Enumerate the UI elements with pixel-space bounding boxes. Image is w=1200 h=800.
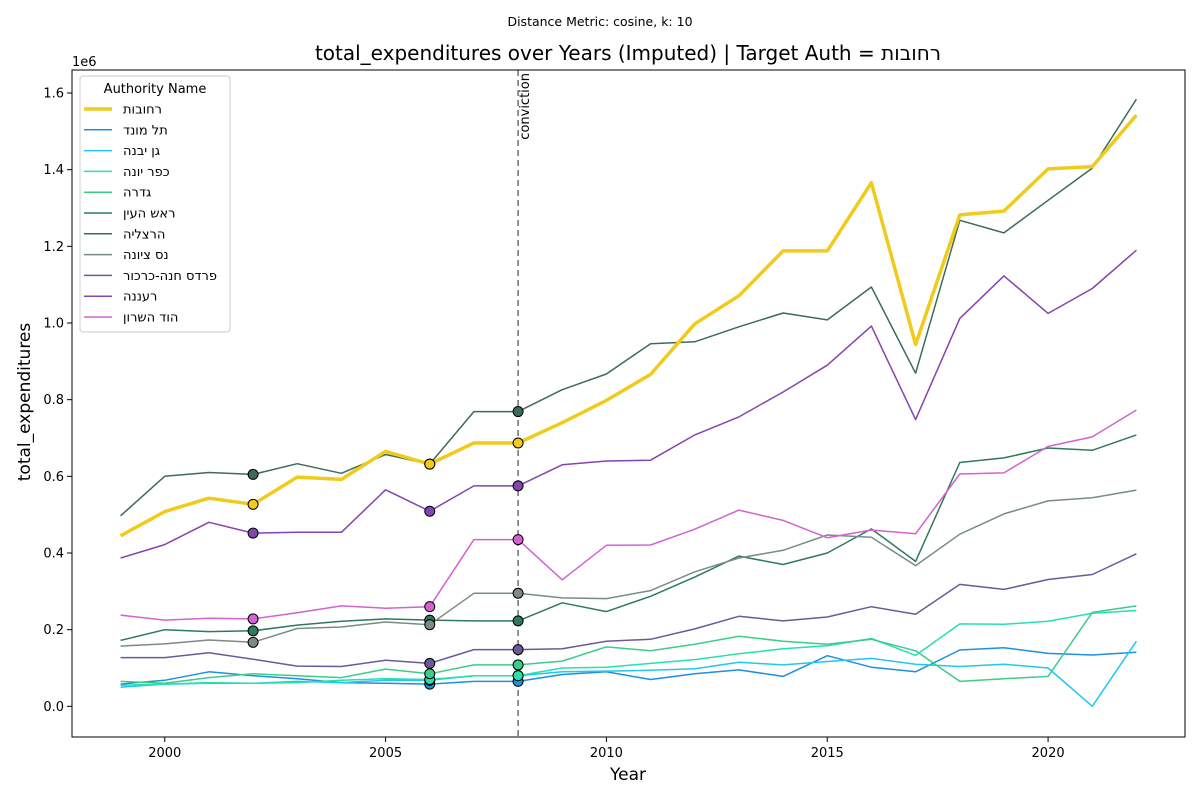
legend-label: רעננה	[123, 290, 157, 305]
series-marker	[424, 657, 436, 669]
x-tick-label: 2000	[148, 746, 181, 761]
series-marker	[512, 437, 524, 449]
conviction-label: conviction	[518, 73, 533, 140]
series-marker	[424, 458, 436, 470]
series-marker	[247, 613, 259, 625]
x-tick-label: 2015	[811, 746, 844, 761]
x-tick-label: 2005	[369, 746, 402, 761]
series-marker	[424, 505, 436, 517]
suptitle: Distance Metric: cosine, k: 10	[507, 14, 692, 29]
series-marker	[512, 587, 524, 599]
series-marker	[424, 668, 436, 680]
x-tick-label: 2020	[1032, 746, 1065, 761]
legend-label: ראש העין	[123, 207, 175, 222]
legend-label: רחובות	[123, 103, 162, 118]
y-tick-label: 1.6	[43, 87, 64, 102]
series-marker	[512, 644, 524, 656]
series-marker	[512, 659, 524, 671]
series-line	[120, 646, 1137, 685]
series-marker	[512, 406, 524, 418]
y-tick-label: 1.2	[43, 240, 64, 255]
series-marker	[512, 534, 524, 546]
series-marker	[424, 601, 436, 613]
legend-label: תל מונד	[123, 123, 168, 138]
legend-label: הרצליה	[123, 227, 165, 242]
series-marker	[247, 625, 259, 637]
series-marker	[512, 615, 524, 627]
y-tick-label: 0.4	[43, 547, 64, 562]
plot-frame	[71, 69, 1186, 738]
legend-label: גדרה	[123, 186, 151, 201]
chart-title: total_expenditures over Years (Imputed) …	[315, 41, 941, 65]
series-marker	[512, 670, 524, 682]
series-marker	[247, 636, 259, 648]
series-line	[120, 605, 1137, 685]
legend-label: נס ציונה	[123, 248, 169, 263]
series-line	[120, 434, 1137, 642]
x-tick-label: 2010	[590, 746, 623, 761]
series-marker	[247, 468, 259, 480]
series-line	[120, 489, 1137, 647]
y-tick-label: 1.4	[43, 163, 64, 178]
series-marker	[424, 619, 436, 631]
series-marker	[247, 527, 259, 539]
y-tick-label: 0.6	[43, 470, 64, 485]
legend-label: כפר יונה	[123, 165, 170, 180]
series-line	[120, 249, 1137, 559]
y-tick-label: 1.0	[43, 317, 64, 332]
series-line	[120, 98, 1138, 517]
series-line	[120, 409, 1137, 621]
series-line	[120, 553, 1137, 668]
legend-label: פרדס חנה-כרכור	[123, 269, 217, 284]
series-line	[119, 114, 1138, 538]
series-line	[120, 640, 1138, 708]
y-tick-label: 0.2	[43, 623, 64, 638]
y-offset-label: 1e6	[72, 55, 97, 70]
y-tick-label: 0.8	[43, 393, 64, 408]
y-axis-label: total_expenditures	[15, 323, 35, 482]
legend-title: Authority Name	[104, 82, 207, 97]
x-axis-label: Year	[609, 765, 646, 785]
legend-label: גן יבנה	[123, 144, 160, 159]
legend-box	[79, 75, 231, 333]
y-tick-label: 0.0	[43, 700, 64, 715]
series-marker	[512, 480, 524, 492]
series-marker	[247, 498, 259, 510]
series-line	[120, 609, 1137, 687]
legend-label: הוד השרון	[123, 311, 178, 326]
